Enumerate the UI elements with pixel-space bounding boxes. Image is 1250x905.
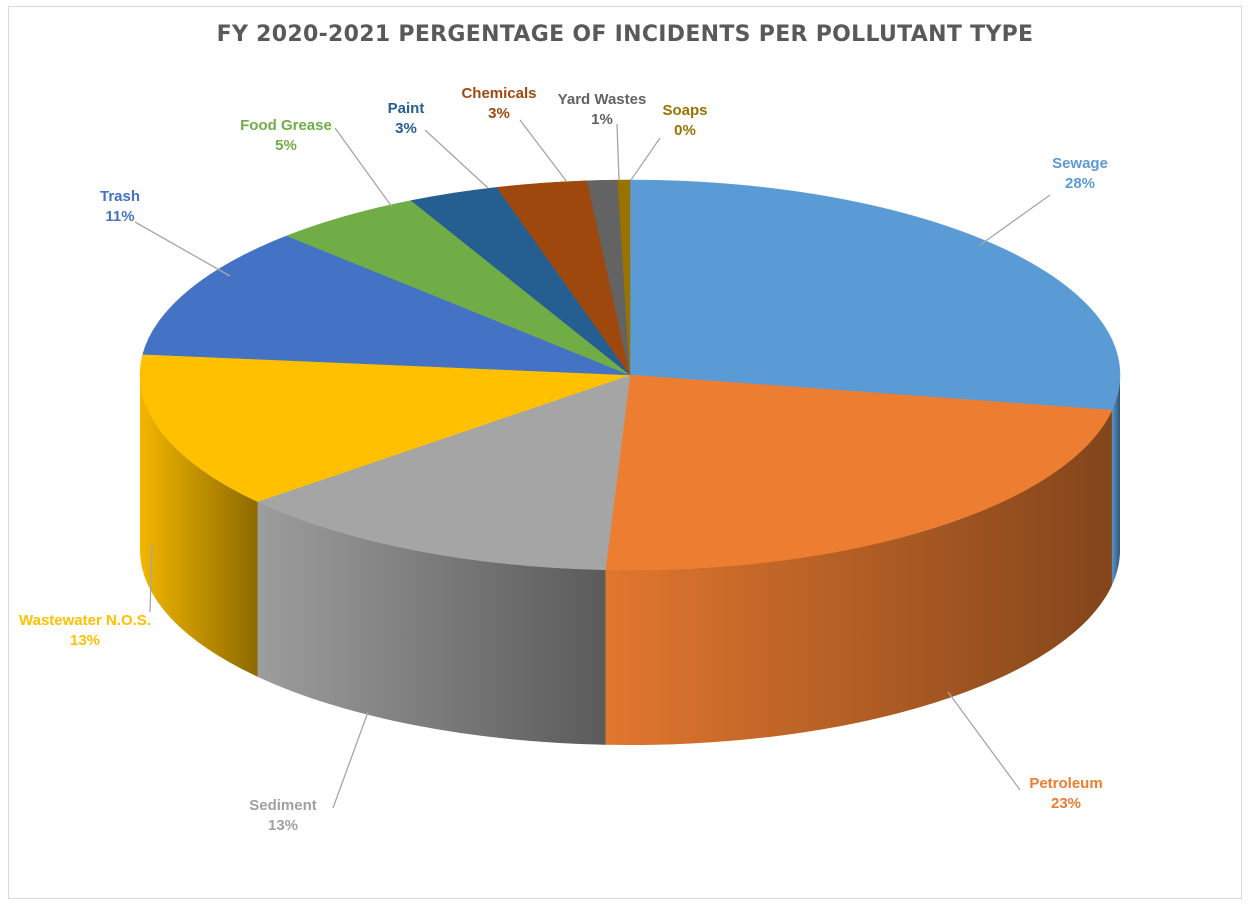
label-name-petroleum: Petroleum [1029,775,1102,792]
leader-line-sewage [979,194,1051,246]
slice-side-shade-wastewater-n-o-s [140,375,258,677]
label-name-soaps: Soaps [662,102,707,119]
label-value-yard-wastes: 1% [591,111,613,128]
label-value-soaps: 0% [674,122,696,139]
label-value-trash: 11% [105,208,134,225]
label-value-petroleum: 23% [1051,795,1081,812]
label-name-sediment: Sediment [249,797,317,814]
label-value-sediment: 13% [268,817,298,834]
leader-line-trash [134,221,231,277]
label-name-yard-wastes: Yard Wastes [558,91,647,108]
leader-line-sediment [332,711,369,809]
leader-line-food-grease [334,127,393,208]
slice-side-shade-petroleum [605,410,1112,745]
leader-line-chemicals [519,119,568,183]
label-name-sewage: Sewage [1052,155,1108,172]
label-name-food-grease: Food Grease [240,117,332,134]
slice-sediment [256,374,631,571]
leader-line-paint [424,129,489,189]
slice-food-grease [286,200,631,376]
leader-line-soaps [630,137,661,181]
label-name-paint: Paint [388,100,425,117]
label-value-sewage: 28% [1065,175,1095,192]
label-value-food-grease: 5% [275,137,297,154]
leader-line-yard-wastes [616,123,620,181]
chart-title: FY 2020-2021 PERGENTAGE OF INCIDENTS PER… [216,22,1034,47]
label-value-wastewater-n-o-s: 13% [70,632,100,649]
slice-wastewater-n-o-s [139,354,631,502]
label-name-trash: Trash [100,188,140,205]
leader-line-wastewater-n-o-s [149,544,153,613]
slice-side-shade-sewage [1111,375,1120,586]
slice-side-shade-sediment [257,501,606,745]
slice-trash [142,235,631,376]
leader-line-petroleum [947,691,1021,791]
label-value-chemicals: 3% [488,105,510,122]
slice-sewage [629,179,1121,411]
slice-petroleum [605,374,1113,571]
slice-soaps [617,179,631,376]
label-name-wastewater-n-o-s: Wastewater N.O.S. [19,612,151,629]
label-name-chemicals: Chemicals [461,85,536,102]
label-value-paint: 3% [395,120,417,137]
